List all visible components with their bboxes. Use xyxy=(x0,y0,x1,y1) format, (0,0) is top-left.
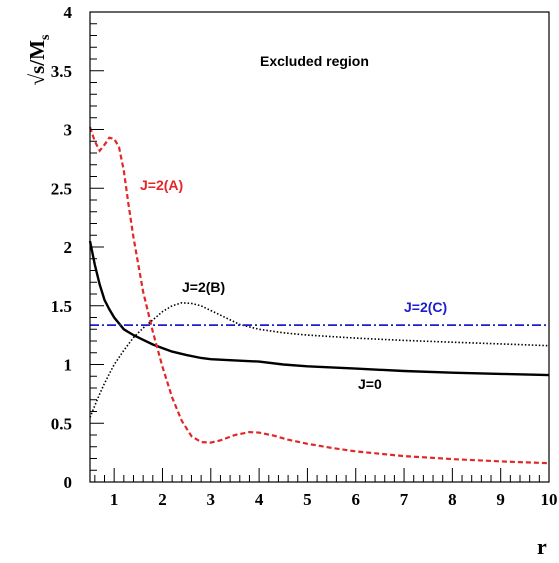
y-axis-title: √s/Ms xyxy=(25,34,53,85)
x-tick-label: 6 xyxy=(351,490,360,509)
series-line-j-2-a xyxy=(88,126,550,465)
ticks-layer xyxy=(90,23,550,482)
plot-frame xyxy=(89,11,550,483)
plot-background xyxy=(90,12,549,482)
annotation-j2c: J=2(C) xyxy=(404,299,447,315)
x-tick-label: 7 xyxy=(400,490,409,509)
annotation-j2b: J=2(B) xyxy=(182,279,225,295)
y-tick-label: 4 xyxy=(64,3,73,22)
y-tick-label: 0 xyxy=(64,473,73,492)
tick-labels-layer: 1 2 3 4 5 6 7 8 9 10 0 0.5 1 1.5 2 2.5 3 3.5 4 xyxy=(51,3,558,509)
svg-text:√s/Ms: √s/Ms xyxy=(25,34,53,85)
y-tick-label: 3.5 xyxy=(51,62,72,81)
y-axis-title-sub: s xyxy=(38,34,53,40)
x-tick-label: 4 xyxy=(255,490,264,509)
x-axis-title: r xyxy=(537,534,547,559)
annotation-j2a: J=2(A) xyxy=(140,177,183,193)
x-tick-label: 8 xyxy=(448,490,457,509)
x-tick-label: 5 xyxy=(303,490,312,509)
y-tick-label: 0.5 xyxy=(51,414,72,433)
series-line-j-2-b xyxy=(89,301,550,418)
y-tick-label: 1 xyxy=(64,356,73,375)
x-tick-label: 3 xyxy=(207,490,216,509)
x-tick-label: 2 xyxy=(158,490,167,509)
y-tick-label: 2.5 xyxy=(51,179,72,198)
y-tick-label: 2 xyxy=(64,238,73,257)
annotation-j0: J=0 xyxy=(358,376,382,392)
y-tick-label: 3 xyxy=(64,121,73,140)
y-axis-title-main: √s/M xyxy=(25,40,49,86)
x-tick-label: 9 xyxy=(496,490,505,509)
x-tick-label: 10 xyxy=(541,490,558,509)
curves-layer xyxy=(88,126,550,465)
series-line-j-0 xyxy=(88,240,550,377)
y-tick-label: 1.5 xyxy=(51,297,72,316)
annotation-excluded-region: Excluded region xyxy=(260,53,369,69)
x-tick-label: 1 xyxy=(110,490,119,509)
